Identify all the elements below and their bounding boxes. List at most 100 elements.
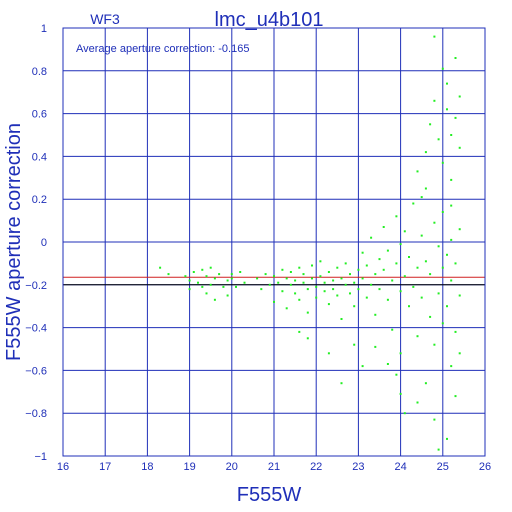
data-point [450, 204, 453, 207]
subtitle-label: WF3 [90, 11, 120, 27]
data-point [226, 279, 229, 282]
data-point [239, 271, 242, 273]
data-point [353, 281, 356, 284]
data-point [361, 277, 364, 280]
data-point [188, 288, 191, 291]
data-point [441, 322, 444, 325]
data-point [416, 401, 419, 404]
data-point [391, 328, 394, 331]
data-point [315, 285, 318, 288]
data-point [311, 277, 313, 280]
data-point [458, 146, 461, 149]
y-tick-label: 0.6 [32, 109, 47, 121]
data-point [446, 437, 448, 440]
data-point [336, 266, 339, 269]
y-tick-label: 1 [41, 23, 47, 35]
data-point [374, 273, 377, 276]
average-annotation: Average aperture correction: -0.165 [76, 43, 249, 55]
data-point [374, 345, 377, 348]
data-point [332, 279, 335, 282]
data-point [230, 277, 233, 280]
data-point [399, 290, 402, 293]
data-point [446, 253, 448, 256]
data-point [424, 187, 427, 190]
data-point [437, 138, 440, 141]
data-point [184, 275, 187, 278]
data-point [429, 273, 432, 276]
data-point [264, 273, 267, 276]
data-point [218, 273, 221, 276]
data-point [382, 268, 385, 271]
data-point [209, 283, 212, 286]
data-point [458, 228, 461, 231]
data-point [226, 294, 229, 297]
data-point [433, 343, 436, 346]
data-point [454, 395, 457, 398]
y-tick-label: 0.2 [32, 194, 47, 206]
y-tick-label: 0 [41, 237, 47, 249]
data-point [298, 266, 301, 269]
data-point [340, 318, 343, 320]
y-tick-labels: −1 −0.8 −0.6 −0.4 −0.2 0 0.2 0.4 0.6 0.8 1 [25, 23, 47, 463]
data-point [437, 448, 440, 451]
data-point [319, 275, 322, 278]
data-point [294, 292, 297, 295]
data-point [454, 116, 457, 119]
data-point [159, 266, 162, 269]
data-point [365, 296, 368, 299]
data-point [327, 271, 330, 273]
data-point [429, 315, 432, 318]
y-tick-label: −0.4 [25, 323, 47, 335]
y-tick-label: 0.8 [32, 66, 47, 78]
data-point [382, 226, 385, 228]
data-point [357, 288, 360, 291]
data-point [323, 290, 326, 293]
data-point [424, 151, 427, 154]
data-point [289, 271, 292, 273]
y-tick-label: −0.6 [25, 365, 47, 377]
data-point [167, 273, 170, 276]
y-tick-label: −0.2 [25, 280, 47, 292]
data-point [450, 365, 453, 368]
data-point [446, 108, 448, 111]
data-point [429, 123, 432, 126]
y-axis-label: F555W aperture correction [3, 123, 25, 361]
data-point [433, 418, 436, 421]
data-point [281, 268, 284, 271]
data-point [450, 238, 453, 241]
data-point [277, 281, 280, 284]
data-point [441, 67, 444, 70]
data-point [349, 273, 351, 276]
data-point [302, 273, 305, 276]
data-point [205, 275, 208, 278]
data-point [205, 292, 208, 295]
data-point [458, 95, 461, 98]
data-point [315, 296, 318, 299]
data-point [235, 285, 237, 288]
data-point [294, 279, 297, 282]
y-tick-label: −0.8 [25, 408, 47, 420]
data-point [395, 215, 398, 218]
data-point [374, 313, 377, 316]
data-point [386, 298, 389, 301]
data-point [332, 288, 335, 291]
data-points [159, 35, 461, 451]
data-point [386, 363, 389, 365]
data-point [273, 300, 275, 303]
data-point [209, 266, 212, 269]
x-tick-label: 24 [394, 461, 406, 473]
data-point [281, 290, 284, 293]
data-point [285, 307, 288, 310]
data-point [378, 288, 381, 291]
x-tick-label: 16 [57, 461, 69, 473]
data-point [327, 303, 330, 306]
x-axis-label: F555W [237, 484, 302, 506]
data-point [399, 352, 402, 355]
data-point [192, 271, 195, 273]
data-point [458, 294, 461, 297]
data-point [408, 256, 410, 258]
data-point [403, 412, 406, 415]
data-point [222, 285, 225, 288]
data-point [319, 260, 322, 263]
